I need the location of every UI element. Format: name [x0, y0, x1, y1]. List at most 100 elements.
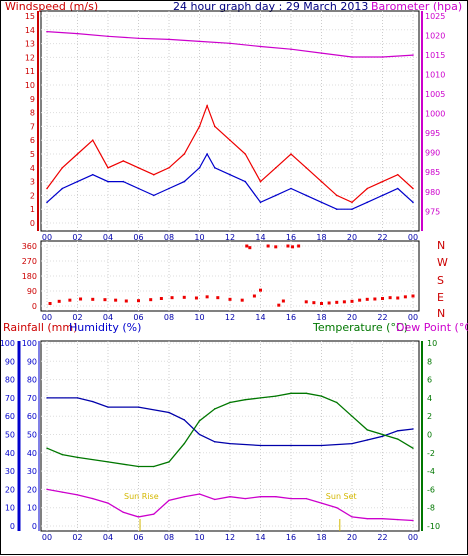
data-point-gust [335, 194, 338, 197]
data-point-2 [290, 497, 292, 500]
data-point-gust [213, 125, 216, 128]
rainfall-y-tick-label: 40 [5, 449, 15, 458]
data-point-avg [396, 187, 399, 190]
x-tick-label-wind: 12 [225, 233, 235, 242]
direction-y-tick-label: 180 [22, 272, 37, 281]
direction-point [228, 297, 232, 301]
direction-label-e: E [437, 291, 444, 304]
data-point-2 [244, 497, 246, 500]
direction-point [240, 298, 244, 302]
data-point-0 [381, 435, 384, 438]
data-point-1 [351, 415, 353, 417]
data-point-barometer [107, 35, 109, 38]
data-point-gust [61, 167, 64, 169]
x-tick-label-humidity: 20 [347, 533, 357, 542]
wind-y-tick-label: 2 [30, 191, 35, 200]
data-point-0 [168, 411, 170, 414]
data-point-avg [412, 201, 414, 204]
x-tick-label-direction: 00 [408, 313, 418, 322]
direction-point [304, 300, 308, 304]
barometer-y-tick-label: 975 [425, 207, 440, 216]
data-point-0 [198, 433, 201, 436]
sun-set-label: Sun Set [326, 492, 357, 501]
data-point-avg [152, 194, 155, 197]
direction-point [245, 244, 249, 248]
data-point-2 [320, 502, 323, 504]
direction-label-n-top: N [437, 239, 445, 252]
data-point-barometer [137, 37, 140, 40]
data-point-2 [46, 488, 48, 491]
temperature-y-tick-label: 0 [427, 431, 432, 440]
rain-humidity-panel-frame [40, 340, 420, 532]
data-point-2 [412, 519, 414, 522]
data-point-0 [351, 442, 353, 445]
direction-point [274, 245, 278, 249]
data-point-0 [107, 406, 109, 408]
data-point-0 [397, 430, 399, 432]
data-point-gust [229, 139, 231, 141]
temperature-y-tick-label: -2 [427, 449, 435, 458]
data-point-avg [290, 187, 292, 190]
x-tick-label-direction: 14 [255, 313, 265, 322]
humidity-y-tick-label: 50 [27, 431, 37, 440]
x-tick-label-wind: 02 [72, 233, 82, 242]
rainfall-y-tick-label: 0 [10, 522, 15, 531]
barometer-y-tick-label: 995 [425, 129, 440, 138]
data-point-gust [76, 153, 79, 155]
data-point-2 [61, 491, 63, 493]
direction-point [182, 295, 186, 299]
wind-y-tick-label: 5 [30, 150, 35, 159]
barometer-axis-title: Barometer (hpa) [371, 1, 462, 13]
data-point-gust [107, 167, 109, 169]
data-point-1 [381, 433, 384, 436]
direction-point [396, 296, 400, 300]
x-tick-label-direction: 06 [133, 313, 143, 322]
data-point-1 [137, 465, 140, 468]
humidity-y-tick-label: 80 [27, 376, 37, 385]
direction-point [205, 295, 209, 299]
data-point-1 [153, 465, 155, 468]
direction-point [103, 298, 107, 302]
data-point-2 [137, 516, 140, 518]
data-point-1 [107, 461, 109, 463]
direction-point [358, 298, 362, 302]
wind-y-tick-label: 1 [30, 205, 35, 214]
gridlines [41, 11, 419, 531]
data-point-2 [76, 494, 79, 496]
direction-point [216, 296, 220, 300]
x-tick-label-humidity: 06 [133, 533, 143, 542]
data-point-1 [183, 442, 185, 445]
wind-y-tick-label: 10 [25, 81, 35, 90]
direction-point [266, 244, 270, 248]
data-point-1 [259, 397, 262, 399]
data-point-1 [397, 438, 399, 440]
barometer-y-tick-label: 1025 [425, 12, 445, 21]
data-point-gust [290, 153, 292, 155]
data-point-barometer [290, 48, 292, 50]
x-tick-label-humidity: 00 [42, 533, 52, 542]
data-point-avg [168, 187, 170, 190]
x-tick-label-direction: 10 [194, 313, 204, 322]
data-point-avg [137, 187, 140, 190]
direction-point [159, 297, 163, 300]
data-point-avg [381, 194, 384, 197]
direction-point [342, 300, 346, 304]
chart-title: 24 hour graph day : 29 March 2013 [173, 1, 368, 13]
humidity-y-tick-label: 0 [32, 522, 37, 531]
data-point-0 [137, 406, 140, 408]
data-point-0 [46, 397, 48, 399]
x-tick-label-wind: 22 [377, 233, 387, 242]
direction-point [297, 244, 301, 248]
humidity-y-tick-label: 20 [27, 485, 37, 494]
humidity-y-tick-label: 90 [27, 357, 37, 366]
x-tick-label-direction: 08 [164, 313, 174, 322]
temperature-axis-title: Temperature (°C) [312, 321, 408, 334]
direction-y-tick-label: 90 [27, 287, 37, 296]
data-point-avg [274, 194, 277, 197]
data-point-gust [396, 173, 399, 176]
direction-point [252, 294, 256, 298]
direction-point [381, 297, 384, 300]
data-point-1 [412, 447, 414, 449]
series-line-0 [47, 397, 414, 447]
